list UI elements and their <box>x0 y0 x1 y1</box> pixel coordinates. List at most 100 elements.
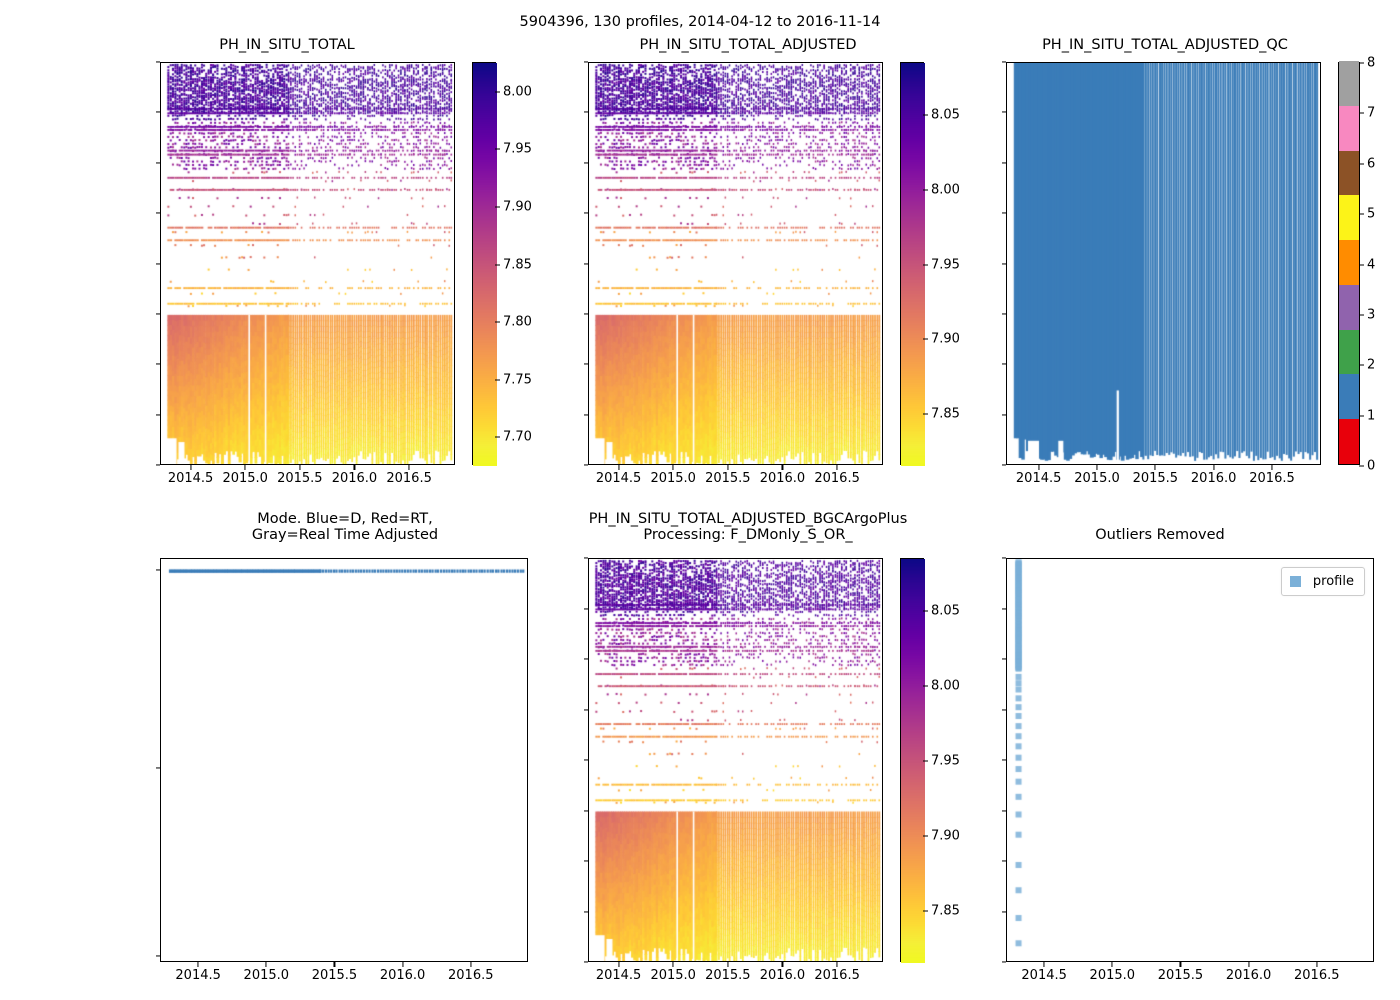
x-tick-mark <box>781 465 784 470</box>
x-tick-label: 2015.5 <box>1157 968 1204 983</box>
y-tick-mark <box>583 313 588 315</box>
qc-data-ph-in-situ-total-adjusted-qc <box>1007 63 1320 464</box>
y-tick-mark <box>583 557 588 559</box>
x-tick-label: 2016.0 <box>759 968 806 983</box>
x-tick-label: 2016.0 <box>1225 968 1272 983</box>
y-tick-mark <box>1001 111 1006 113</box>
y-tick-mark <box>583 860 588 862</box>
y-tick-mark <box>155 262 160 265</box>
y-tick-mark <box>155 313 160 315</box>
x-tick-label: 2016.0 <box>331 471 378 486</box>
figure-suptitle: 5904396, 130 profiles, 2014-04-12 to 201… <box>519 14 881 30</box>
legend-swatch-profile <box>1289 576 1301 587</box>
colorbar-tick-label: 8.05 <box>931 603 960 619</box>
mode-timeline-data <box>161 559 527 961</box>
qc-colorbar-tick-label: 1 <box>1367 408 1376 424</box>
qc-colorbar-tick-label: 6 <box>1367 156 1376 172</box>
x-tick-label: 2015.0 <box>243 968 290 983</box>
y-tick-mark <box>155 363 160 365</box>
y-tick-mark <box>1001 809 1006 812</box>
qc-colorbar-tick-label: 2 <box>1367 357 1376 373</box>
colorbar-tick-mark <box>923 760 928 762</box>
x-tick-label: 2016.0 <box>759 471 806 486</box>
x-tick-mark <box>1248 962 1250 967</box>
axes-ph-in-situ-total-adjusted[interactable] <box>588 62 883 465</box>
colorbar-tick-mark <box>923 264 928 265</box>
qc-colorbar-tick-mark <box>1359 264 1364 265</box>
colorbar-tick-mark <box>923 685 928 687</box>
colorbar-tick-mark <box>923 114 928 116</box>
y-tick-mark <box>583 61 588 63</box>
qc-colorbar-tick-mark <box>1359 314 1364 316</box>
x-tick-label: 2015.5 <box>311 968 358 983</box>
colorbar-tick-label: 7.90 <box>931 331 960 347</box>
x-tick-label: 2014.5 <box>167 471 214 486</box>
x-tick-mark <box>190 465 192 470</box>
x-tick-label: 2015.0 <box>650 968 696 983</box>
x-tick-mark <box>672 962 674 967</box>
colorbar-tick-label: 7.70 <box>503 429 532 445</box>
legend-label-profile: profile <box>1312 574 1354 589</box>
colorbar-tick-label: 7.80 <box>503 314 532 330</box>
x-tick-mark <box>1154 465 1156 470</box>
x-tick-mark <box>1043 962 1045 967</box>
colorbar-tick-label: 8.00 <box>931 182 960 198</box>
y-tick-mark <box>1001 658 1006 660</box>
panel-title-ph-in-situ-total-adjusted: PH_IN_SITU_TOTAL_ADJUSTED <box>639 37 857 53</box>
axes-ph-adjusted-bgcargoplus[interactable] <box>588 558 883 962</box>
x-tick-label: 2014.5 <box>1021 968 1067 983</box>
colorbar-ph-in-situ-total: 8.00 7.95 7.90 7.85 7.80 7.75 7.70 <box>472 62 532 466</box>
y-tick-mark <box>1001 363 1006 365</box>
colorbar-gradient-ph-in-situ-total-adjusted <box>901 63 925 466</box>
x-tick-mark <box>1038 465 1040 470</box>
colorbar-tick-label: 7.90 <box>503 199 532 215</box>
colorbar-tick-mark <box>495 264 500 265</box>
y-tick-mark <box>583 809 588 812</box>
x-tick-label: 2016.5 <box>448 968 494 983</box>
y-tick-mark <box>583 658 588 660</box>
colorbar-tick-label: 7.95 <box>931 257 960 272</box>
x-tick-mark <box>727 962 729 967</box>
x-tick-mark <box>727 465 729 470</box>
y-tick-mark <box>583 363 588 365</box>
x-tick-label: 2016.5 <box>1294 968 1340 983</box>
x-tick-mark <box>470 962 472 967</box>
qc-colorbar-segment-6 <box>1339 150 1359 196</box>
x-tick-label: 2014.5 <box>175 968 221 983</box>
axes-ph-in-situ-total[interactable] <box>160 62 455 465</box>
x-tick-label: 2016.5 <box>814 968 860 983</box>
colorbar-ph-in-situ-total-adjusted: 8.05 8.00 7.95 7.90 7.85 <box>900 62 960 466</box>
y-tick-mark <box>1001 961 1006 963</box>
x-tick-mark <box>408 465 410 470</box>
axes-mode[interactable] <box>160 558 528 962</box>
y-tick-mark <box>1001 414 1006 416</box>
qc-colorbar-segment-8 <box>1339 61 1359 106</box>
qc-colorbar-segment-3 <box>1339 284 1359 330</box>
colorbar-tick-mark <box>923 610 928 612</box>
x-tick-label: 2014.5 <box>1015 471 1062 486</box>
colorbar-tick-label: 7.90 <box>931 828 960 844</box>
x-tick-mark <box>1271 465 1273 470</box>
colorbar-ph-adjusted-bgcargoplus: 8.05 8.00 7.95 7.90 7.85 <box>900 558 960 963</box>
qc-colorbar-segment-4 <box>1339 240 1359 285</box>
axes-outliers-removed[interactable]: profile <box>1006 558 1374 962</box>
qc-colorbar-segment-5 <box>1339 195 1359 241</box>
y-tick-mark <box>1001 262 1006 265</box>
y-tick-mark <box>583 162 588 164</box>
x-tick-label: 2014.5 <box>595 471 642 486</box>
colorbar-tick-label: 7.95 <box>503 141 532 157</box>
axes-ph-in-situ-total-adjusted-qc[interactable] <box>1006 62 1321 465</box>
qc-colorbar-tick-label: 0 <box>1367 458 1376 474</box>
colorbar-tick-mark <box>923 835 928 837</box>
y-tick-mark <box>155 212 160 214</box>
qc-colorbar-tick-mark <box>1359 213 1364 215</box>
y-tick-mark <box>155 111 160 113</box>
qc-colorbar-tick-mark <box>1359 163 1364 165</box>
legend-outliers[interactable]: profile <box>1280 567 1365 596</box>
heatmap-data-ph-adjusted-bgcargoplus <box>589 559 882 961</box>
panel-title-outliers-removed: Outliers Removed <box>1095 527 1225 543</box>
colorbar-tick-label: 7.85 <box>503 257 532 272</box>
colorbar-gradient-ph-in-situ-total <box>473 63 497 466</box>
heatmap-data-ph-in-situ-total-adjusted <box>589 63 882 464</box>
colorbar-tick-label: 8.05 <box>931 107 960 123</box>
